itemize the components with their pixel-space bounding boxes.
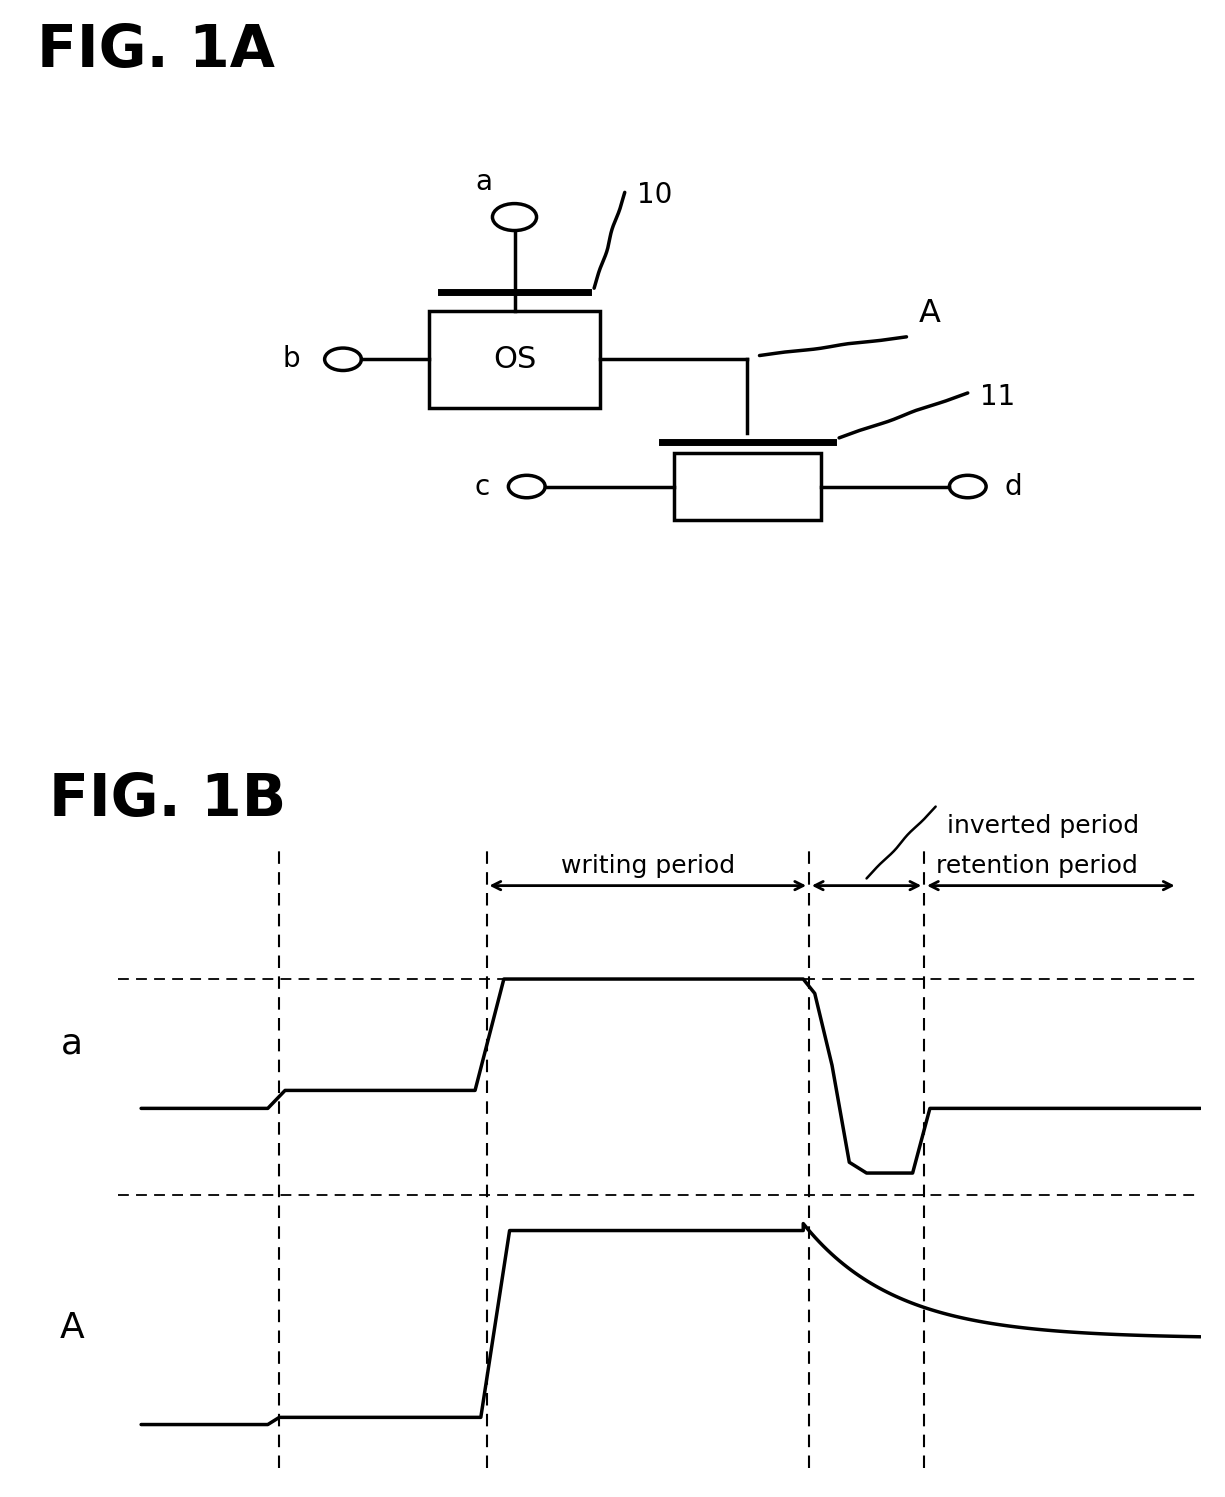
Text: retention period: retention period [936,855,1138,879]
Text: OS: OS [492,344,537,374]
Text: FIG. 1B: FIG. 1B [49,771,287,828]
Text: b: b [283,346,300,373]
Text: a: a [61,1027,83,1061]
Bar [674,452,821,519]
Text: A: A [919,298,941,329]
Text: 11: 11 [980,383,1016,410]
Text: writing period: writing period [561,855,735,879]
Bar [429,310,600,407]
Text: c: c [475,473,490,500]
Text: A: A [60,1310,85,1344]
Text: 10: 10 [637,181,673,210]
Text: d: d [1004,473,1022,500]
Text: FIG. 1A: FIG. 1A [37,22,274,79]
Text: a: a [475,168,492,196]
Text: inverted period: inverted period [947,814,1139,838]
